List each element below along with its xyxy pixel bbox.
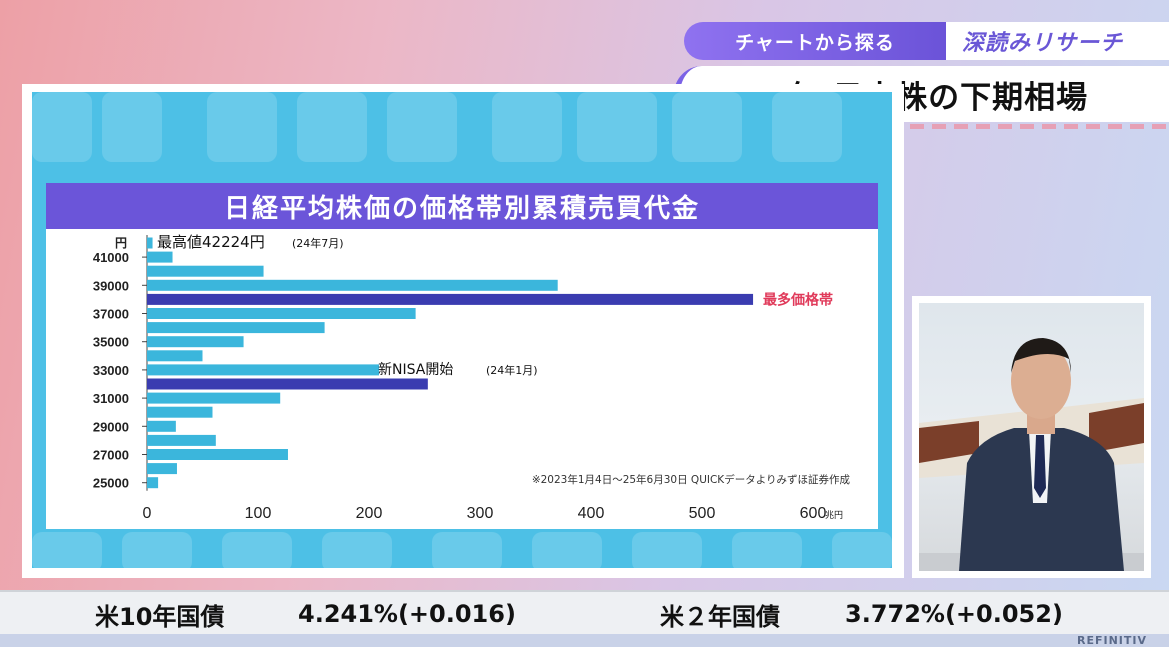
bar — [147, 364, 379, 376]
x-tick-label: 300 — [467, 505, 494, 522]
bar — [147, 449, 288, 460]
bar — [147, 477, 159, 489]
y-tick-label: 35000 — [93, 335, 129, 350]
bar — [147, 237, 153, 249]
ticker-value-1: 4.241%(+0.016) — [298, 600, 516, 628]
x-tick-label: 200 — [356, 505, 383, 522]
x-tick-label: 600 — [800, 505, 827, 522]
bar — [147, 336, 244, 348]
x-tick-label: 400 — [578, 505, 605, 522]
y-tick-label: 33000 — [93, 363, 129, 378]
footer-bar — [0, 634, 1169, 647]
ticker-name-1: 米10年国債 — [95, 602, 225, 631]
bar — [147, 392, 281, 404]
y-tick-label: 39000 — [93, 278, 129, 293]
bar — [147, 463, 177, 475]
bar — [147, 322, 325, 334]
bar — [147, 265, 264, 277]
segment-label: チャートから探る — [684, 22, 946, 60]
header-segment-bar: チャートから探る 深読みリサーチ — [684, 22, 1169, 60]
x-tick-label: 100 — [245, 505, 272, 522]
y-tick-label: 29000 — [93, 419, 129, 434]
bar — [147, 293, 754, 305]
y-tick-label: 37000 — [93, 307, 129, 322]
bar — [147, 420, 176, 432]
y-tick-label: 27000 — [93, 448, 129, 463]
y-tick-label: 25000 — [93, 476, 129, 491]
ticker-name-2: 米２年国債 — [660, 602, 780, 631]
x-tick-label: 0 — [143, 505, 152, 522]
bar — [147, 251, 173, 263]
y-tick-label: 31000 — [93, 391, 129, 406]
bar — [147, 434, 216, 446]
bar — [147, 350, 203, 362]
ticker-value-2: 3.772%(+0.052) — [845, 600, 1063, 628]
annotation-most-label: 最多価格帯 — [763, 291, 833, 308]
program-name: 深読みリサーチ — [946, 22, 1169, 60]
x-tick-label: 500 — [689, 505, 716, 522]
presenter-silhouette — [919, 338, 1144, 571]
bar — [147, 279, 558, 291]
video-frame — [919, 303, 1144, 571]
annotation-nisa-date: (24年1月) — [486, 363, 538, 377]
annotation-max-label: 最高値42224円 — [157, 233, 265, 251]
y-tick-label: 41000 — [93, 250, 129, 265]
brand-label: REFINITIV — [1077, 634, 1147, 647]
x-unit-label: 兆円 — [825, 510, 843, 521]
bar — [147, 406, 213, 418]
presenter-video — [912, 296, 1151, 578]
source-note: ※2023年1月4日〜25年6月30日 QUICKデータよりみずほ証券作成 — [532, 473, 851, 486]
annotation-nisa-label: 新NISA開始 — [378, 362, 453, 378]
y-unit-label: 円 — [115, 236, 127, 250]
bar — [147, 378, 428, 390]
annotation-max-date: (24年7月) — [292, 236, 344, 250]
title-divider — [690, 124, 1169, 129]
bar — [147, 308, 416, 319]
chart-title: 日経平均株価の価格帯別累積売買代金 — [46, 183, 878, 229]
market-ticker: 米10年国債 4.241%(+0.016) 米２年国債 3.772%(+0.05… — [0, 590, 1169, 636]
